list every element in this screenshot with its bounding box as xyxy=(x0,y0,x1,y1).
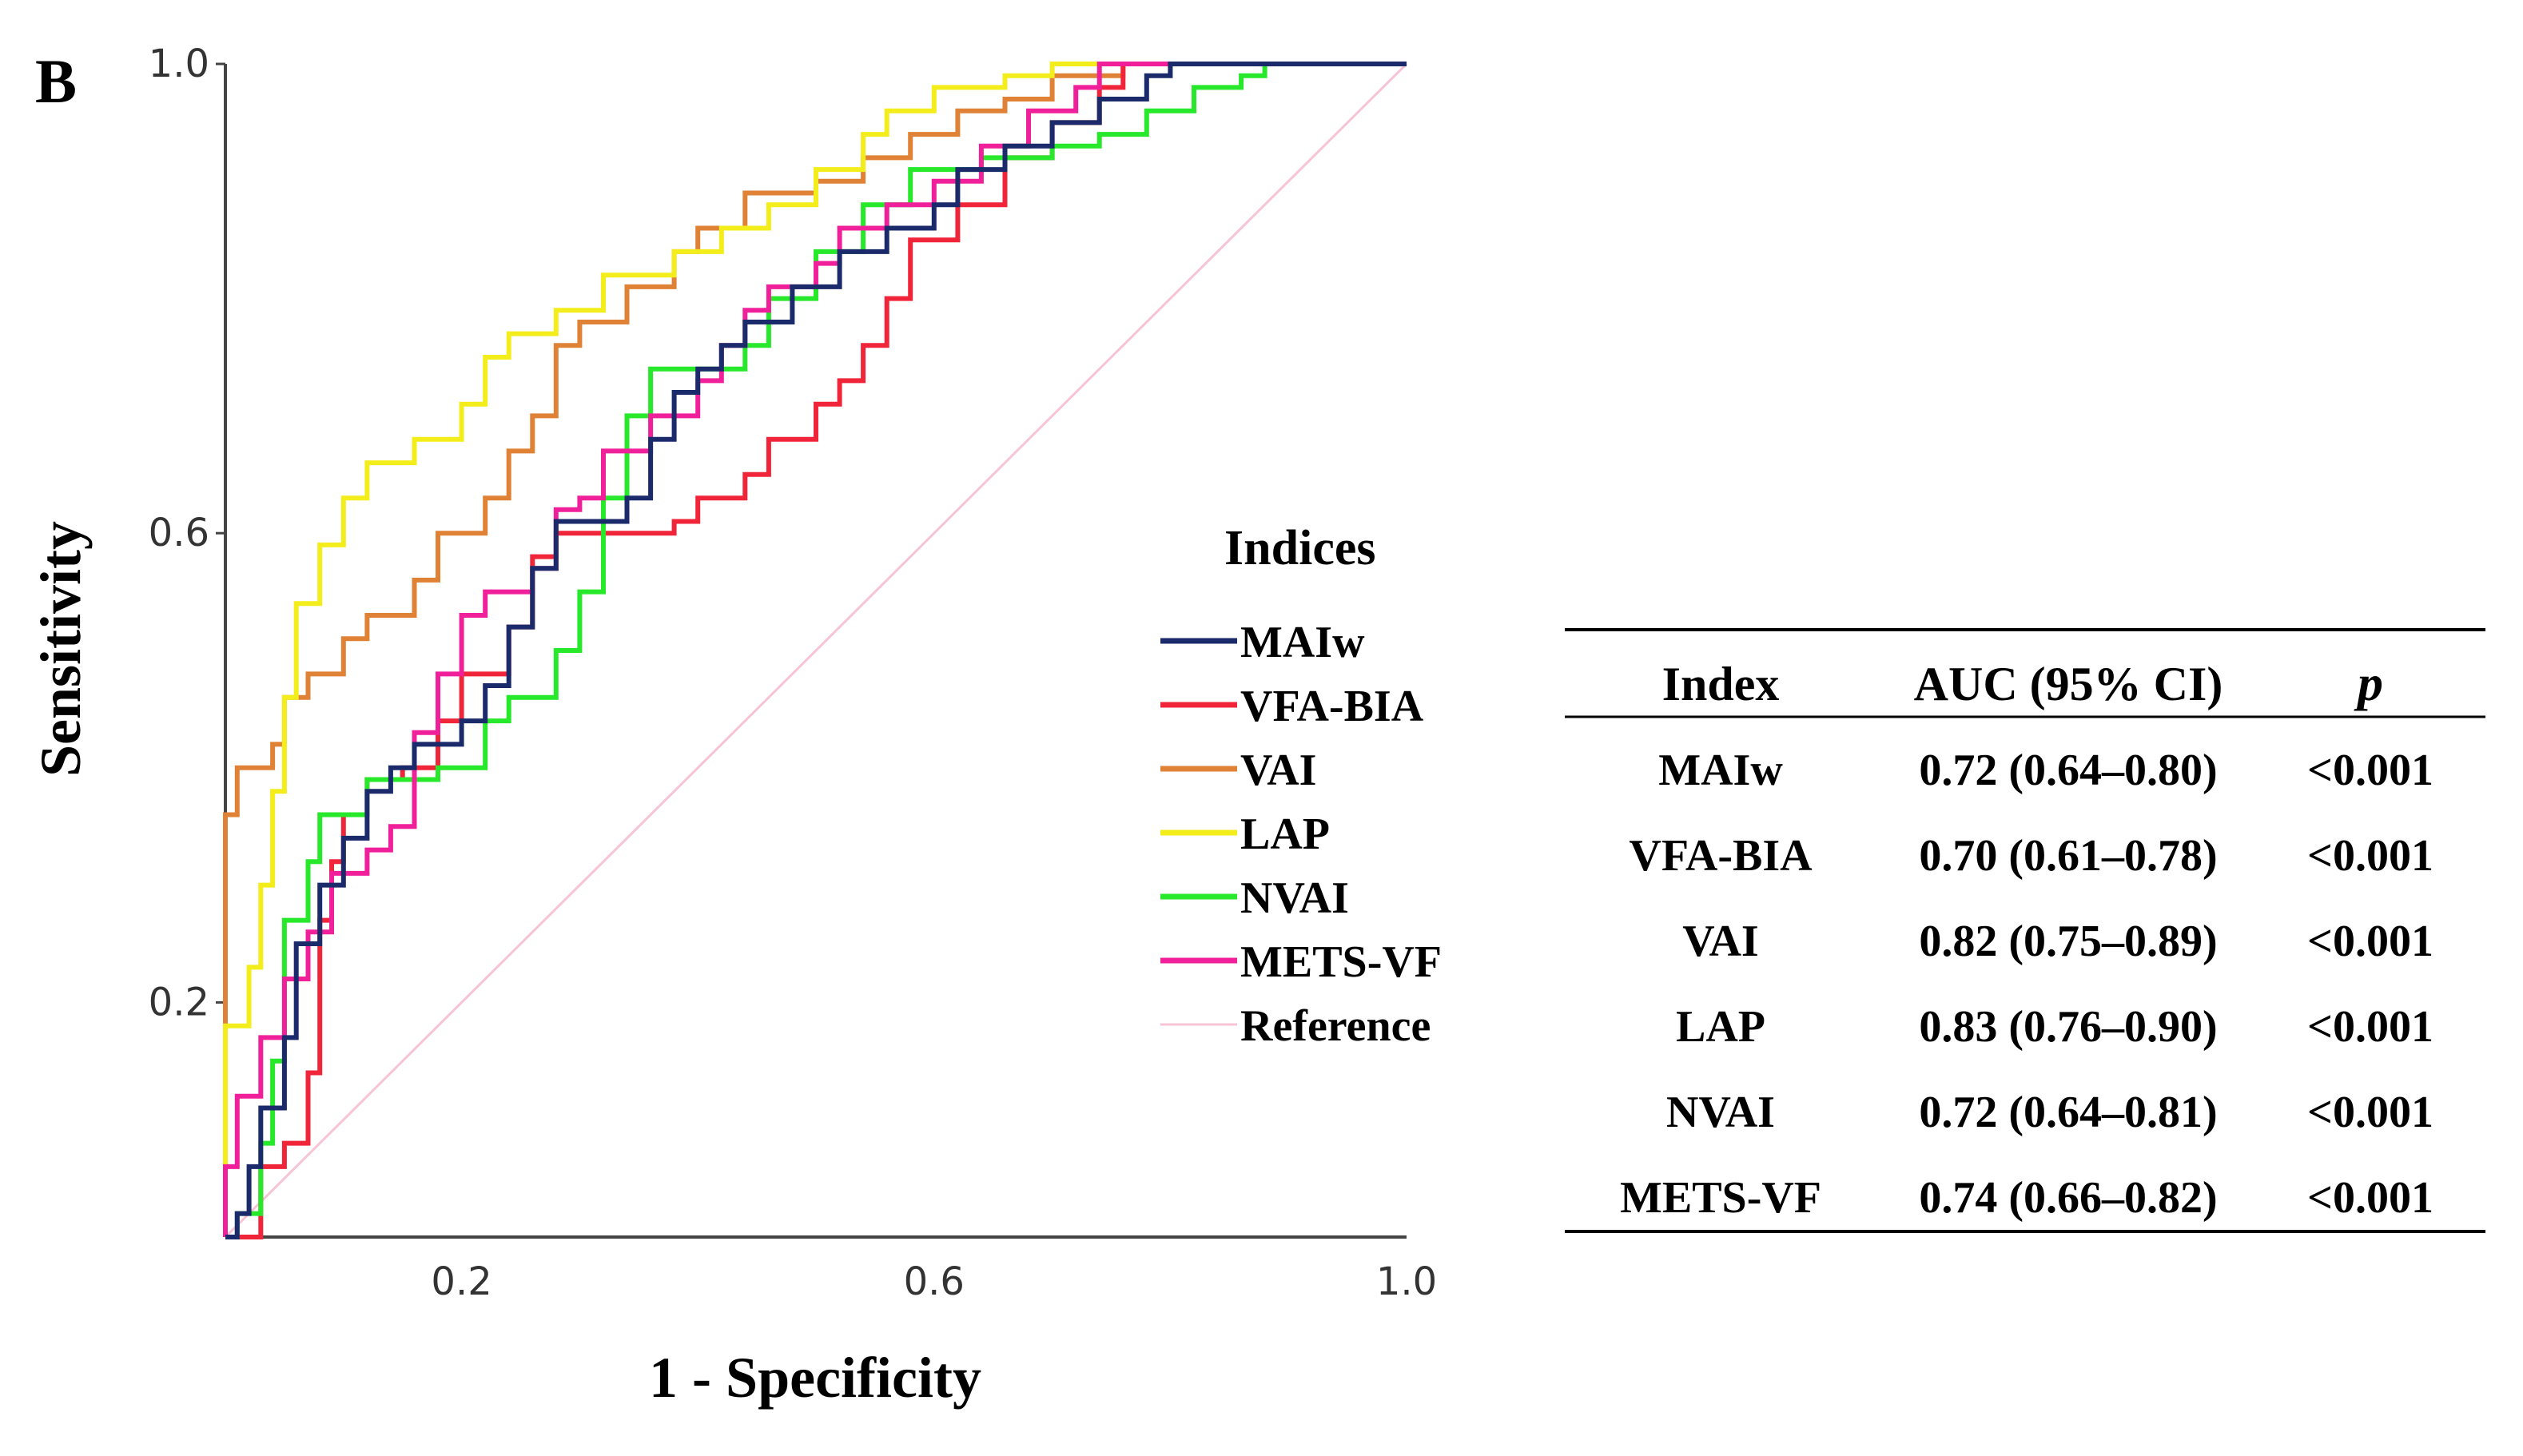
auc-table: Index AUC (95% CI) p MAIw 0.72 (0.64–0.80… xyxy=(1565,628,2485,1233)
legend-label-vai: VAI xyxy=(1240,746,1316,795)
table-cell-auc: 0.74 (0.66–0.82) xyxy=(1919,1173,2217,1223)
table-cell-auc: 0.82 (0.75–0.89) xyxy=(1919,917,2217,966)
table-cell-index: LAP xyxy=(1676,1002,1765,1052)
table-cell-p: <0.001 xyxy=(2307,1002,2433,1052)
legend-label-maiw: MAIw xyxy=(1240,618,1365,667)
x-tick-label: 0.6 xyxy=(904,1259,965,1304)
table-header-p: p xyxy=(2354,654,2383,711)
table-header-index: Index xyxy=(1662,658,1780,710)
table-cell-auc: 0.83 (0.76–0.90) xyxy=(1919,1002,2217,1052)
table-body: MAIw 0.72 (0.64–0.80) <0.001 VFA-BIA 0.70 (0… xyxy=(1620,746,2433,1223)
x-tick-label: 1.0 xyxy=(1376,1259,1437,1304)
legend: MAIw VFA-BIA VAI LAP NVAI METS-VF Reference xyxy=(1160,618,1442,1051)
y-tick-label: 0.2 xyxy=(149,980,209,1024)
table-cell-index: VFA-BIA xyxy=(1629,831,1813,881)
roc-curve-vfa-bia xyxy=(225,62,1407,1239)
table-cell-index: MAIw xyxy=(1658,746,1783,795)
x-tick-label: 0.2 xyxy=(431,1259,491,1304)
table-cell-auc: 0.70 (0.61–0.78) xyxy=(1919,831,2217,881)
legend-title: Indices xyxy=(1224,521,1375,575)
roc-curve-maiw xyxy=(225,62,1407,1239)
panel-label: B xyxy=(35,46,77,116)
roc-curve-nvai xyxy=(225,62,1407,1239)
table-cell-auc: 0.72 (0.64–0.80) xyxy=(1919,746,2217,795)
legend-label-reference: Reference xyxy=(1240,1001,1431,1051)
roc-curve-mets-vf xyxy=(223,62,1407,1237)
table-cell-auc: 0.72 (0.64–0.81) xyxy=(1919,1088,2217,1137)
table-cell-p: <0.001 xyxy=(2307,1088,2433,1137)
legend-label-mets-vf: METS-VF xyxy=(1240,937,1442,987)
table-cell-index: VAI xyxy=(1682,917,1758,966)
y-tick-label: 0.6 xyxy=(149,511,209,555)
legend-label-vfa-bia: VFA-BIA xyxy=(1240,682,1424,731)
table-cell-index: NVAI xyxy=(1666,1088,1775,1137)
roc-curves xyxy=(223,62,1408,1239)
roc-curve-vai xyxy=(223,62,1407,1237)
roc-curve-lap xyxy=(223,62,1407,1237)
table-cell-p: <0.001 xyxy=(2307,1173,2433,1223)
axis-ticks: 0.2 0.6 1.0 0.2 0.6 1.0 xyxy=(149,42,1438,1304)
roc-curve-reference xyxy=(224,62,1408,1239)
legend-label-nvai: NVAI xyxy=(1240,873,1349,923)
y-axis-title: Sensitivity xyxy=(29,521,93,777)
x-axis-title: 1 - Specificity xyxy=(649,1346,981,1410)
table-cell-p: <0.001 xyxy=(2307,831,2433,881)
y-tick-label: 1.0 xyxy=(149,42,209,86)
table-cell-index: METS-VF xyxy=(1620,1173,1821,1223)
table-cell-p: <0.001 xyxy=(2307,917,2433,966)
table-cell-p: <0.001 xyxy=(2307,746,2433,795)
table-header-auc: AUC (95% CI) xyxy=(1914,658,2223,710)
legend-label-lap: LAP xyxy=(1240,810,1330,859)
